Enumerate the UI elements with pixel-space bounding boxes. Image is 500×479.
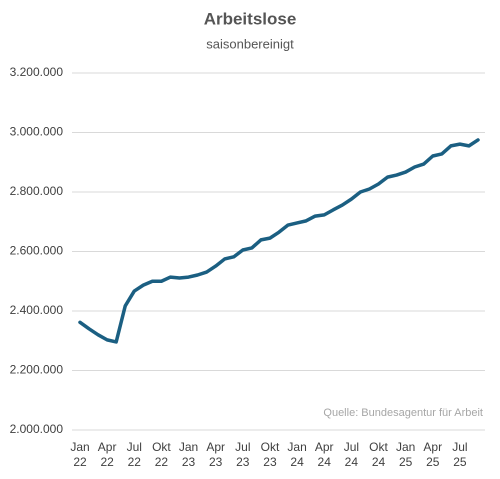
x-tick-label: Jul 24 <box>343 440 360 469</box>
x-tick-label: Jul 25 <box>452 440 468 469</box>
data-line <box>78 138 480 344</box>
y-tick-label: 3.000.000 <box>10 125 64 139</box>
x-tick-label: Apr 23 <box>206 440 226 469</box>
x-tick-label: Jan 23 <box>178 440 199 469</box>
x-tick-label: Jan 25 <box>395 440 416 469</box>
x-tick-label: Jul 22 <box>126 440 142 469</box>
x-tick-label: Apr 25 <box>423 440 443 469</box>
x-tick-label: Apr 24 <box>314 440 334 469</box>
x-tick-label: Okt 23 <box>260 440 280 469</box>
x-tick-label: Jan 22 <box>70 440 90 469</box>
x-tick-label: Okt 22 <box>152 440 171 469</box>
x-tick-label: Okt 24 <box>369 440 388 469</box>
y-tick-label: 2.800.000 <box>10 184 64 198</box>
y-tick-label: 2.200.000 <box>10 363 64 377</box>
y-tick-label: 2.400.000 <box>10 303 64 317</box>
x-tick-label: Jul 23 <box>235 440 251 469</box>
x-tick-label: Jan 24 <box>287 440 307 469</box>
chart-title: Arbeitslose <box>204 9 297 28</box>
y-tick-label: 2.000.000 <box>10 422 64 436</box>
chart-subtitle: saisonbereinigt <box>206 36 294 51</box>
x-tick-label: Apr 22 <box>97 440 117 469</box>
source-note: Quelle: Bundesagentur für Arbeit <box>323 407 483 419</box>
y-tick-label: 3.200.000 <box>10 65 64 79</box>
y-tick-label: 2.600.000 <box>10 244 64 258</box>
